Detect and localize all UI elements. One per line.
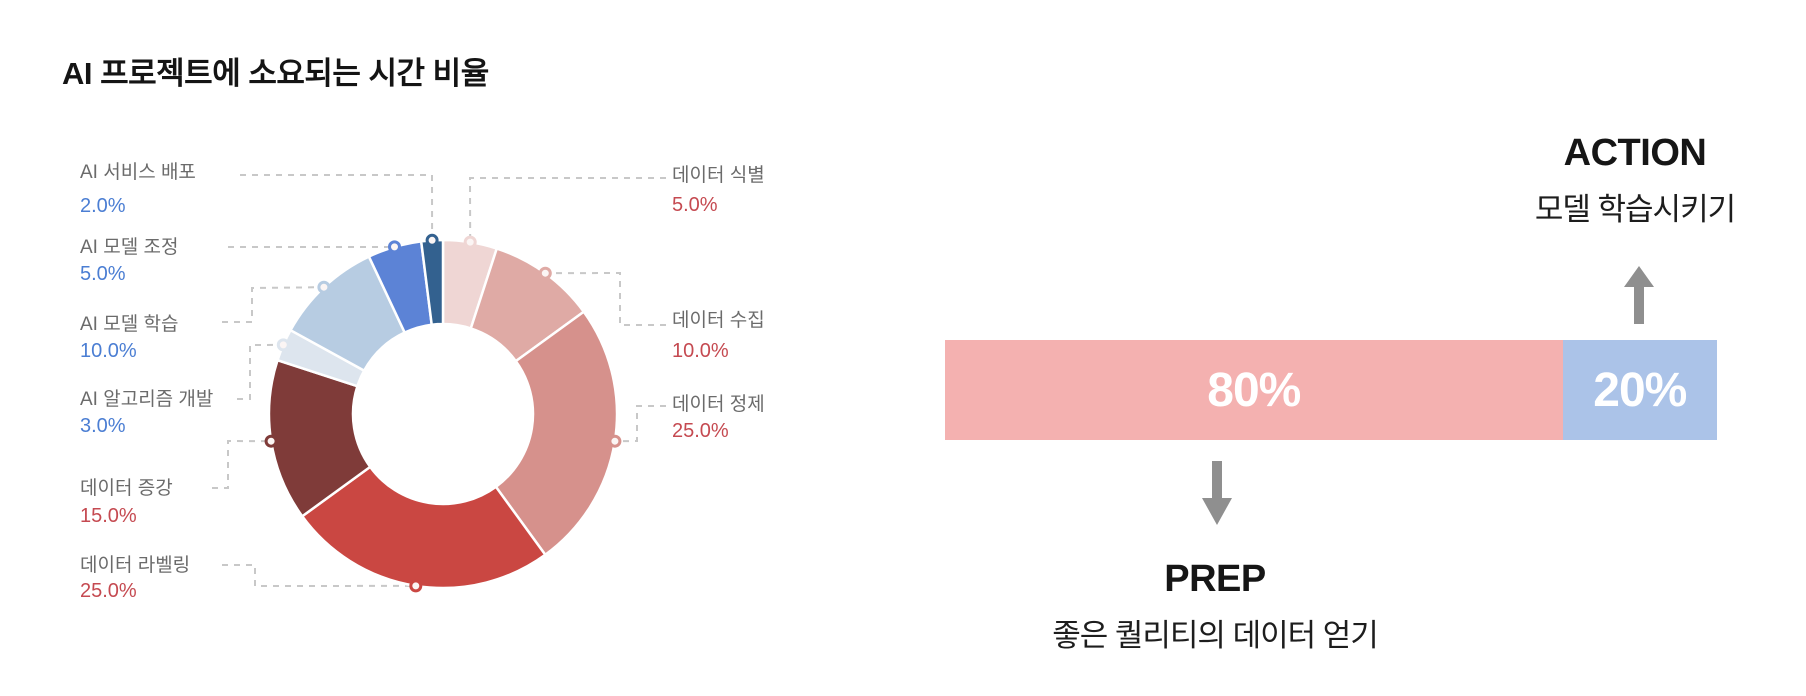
callout-dot: [463, 235, 477, 249]
donut-label-name: 데이터 증강: [80, 478, 173, 499]
callout-connector: [240, 174, 434, 241]
bar-segment-prep: 80%: [945, 340, 1563, 440]
callout-connector: [468, 177, 666, 243]
donut-label-value: 25.0%: [672, 420, 729, 442]
callout-connector: [614, 405, 666, 443]
donut-label-name: AI 모델 조정: [80, 237, 179, 258]
prep-subtitle: 좋은 퀄리티의 데이터 얻기: [1052, 618, 1379, 653]
donut-label-value: 25.0%: [80, 580, 137, 602]
callout-connector: [237, 343, 284, 400]
callout-dot: [276, 338, 290, 352]
action-subtitle: 모델 학습시키기: [1534, 192, 1736, 227]
donut-slice-4: [300, 465, 548, 590]
stacked-bar: 80% 20%: [945, 340, 1717, 440]
donut-label-name: 데이터 정제: [672, 394, 765, 415]
callout-dot: [425, 233, 439, 247]
donut-label-value: 15.0%: [80, 505, 137, 527]
up-arrow-icon: [1624, 266, 1654, 324]
donut-slice-3: [494, 309, 619, 557]
donut-label-value: 5.0%: [80, 263, 126, 285]
callout-dot: [388, 240, 401, 254]
callout-dot: [317, 280, 331, 294]
prep-title: PREP: [1164, 558, 1266, 600]
callout-dot: [409, 579, 423, 593]
action-title: ACTION: [1563, 132, 1707, 174]
donut-label-value: 10.0%: [672, 340, 729, 362]
donut-label-value: 3.0%: [80, 415, 126, 437]
callout-connector: [545, 271, 666, 326]
bar-segment-value: 20%: [1593, 363, 1687, 417]
prep-annotation: PREP 좋은 퀄리티의 데이터 얻기: [985, 558, 1445, 655]
down-arrow-icon: [1202, 461, 1232, 525]
callout-connector: [212, 439, 272, 489]
donut-label-name: 데이터 식별: [672, 165, 765, 186]
donut-label-value: 2.0%: [80, 195, 126, 217]
action-annotation: ACTION 모델 학습시키기: [1405, 132, 1806, 229]
bar-segment-value: 80%: [1207, 363, 1301, 417]
donut-label-name: AI 모델 학습: [80, 314, 179, 335]
donut-label-name: 데이터 수집: [672, 310, 765, 331]
donut-label-name: 데이터 라벨링: [80, 555, 191, 576]
page-title: AI 프로젝트에 소요되는 시간 비율: [62, 56, 489, 91]
callout-dot: [538, 266, 552, 280]
donut-label-value: 5.0%: [672, 194, 718, 216]
donut-label-value: 10.0%: [80, 340, 137, 362]
bar-segment-action: 20%: [1562, 340, 1717, 440]
donut-label-name: AI 알고리즘 개발: [80, 389, 214, 410]
donut-label-name: AI 서비스 배포: [80, 162, 196, 183]
callout-dot: [608, 434, 622, 448]
callout-dot: [264, 434, 278, 448]
callout-connector: [222, 564, 416, 588]
callout-connector: [222, 286, 324, 323]
